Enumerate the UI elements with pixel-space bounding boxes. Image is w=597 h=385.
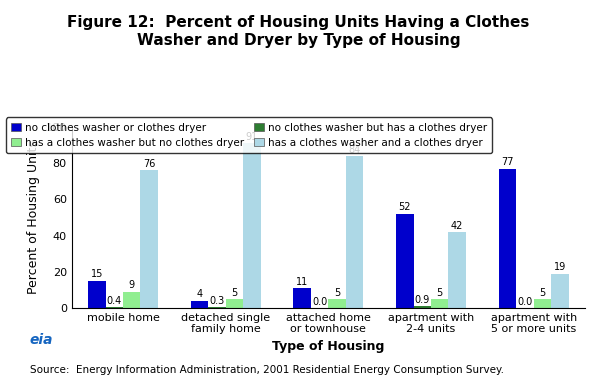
Text: 52: 52: [399, 203, 411, 213]
Legend: no clothes washer or clothes dryer, has a clothes washer but no clothes dryer, n: no clothes washer or clothes dryer, has …: [6, 117, 492, 153]
Bar: [191, 301, 208, 308]
Text: 15: 15: [91, 270, 103, 280]
Text: 77: 77: [501, 157, 514, 167]
Text: 11: 11: [296, 277, 308, 287]
Text: 42: 42: [451, 221, 463, 231]
Text: 0.9: 0.9: [415, 295, 430, 305]
Text: Figure 12:  Percent of Housing Units Having a Clothes
Washer and Dryer by Type o: Figure 12: Percent of Housing Units Havi…: [67, 15, 530, 48]
Text: 0.0: 0.0: [518, 296, 533, 306]
Bar: [414, 306, 431, 308]
Text: 76: 76: [143, 159, 155, 169]
Bar: [140, 171, 158, 308]
Bar: [328, 299, 346, 308]
Bar: [551, 274, 568, 308]
Text: 9: 9: [128, 280, 135, 290]
Text: Source:  Energy Information Administration, 2001 Residential Energy Consumption : Source: Energy Information Administratio…: [30, 365, 504, 375]
Y-axis label: Percent of Housing Units: Percent of Housing Units: [27, 141, 40, 295]
Bar: [123, 292, 140, 308]
Text: 19: 19: [554, 262, 566, 272]
Bar: [396, 214, 414, 308]
Text: 0.0: 0.0: [312, 296, 327, 306]
Bar: [346, 156, 363, 308]
Bar: [499, 169, 516, 308]
X-axis label: Type of Housing: Type of Housing: [272, 340, 384, 353]
Text: 5: 5: [539, 288, 546, 298]
Text: 0.4: 0.4: [107, 296, 122, 306]
Bar: [431, 299, 448, 308]
Bar: [106, 307, 123, 308]
Text: 4: 4: [196, 289, 202, 299]
Bar: [294, 288, 311, 308]
Text: eia: eia: [30, 333, 53, 346]
Text: 84: 84: [349, 144, 361, 154]
Bar: [534, 299, 551, 308]
Text: 0.3: 0.3: [210, 296, 224, 306]
Text: 5: 5: [436, 288, 443, 298]
Bar: [88, 281, 106, 308]
Text: 91: 91: [246, 132, 258, 142]
Text: 5: 5: [334, 288, 340, 298]
Bar: [243, 143, 260, 308]
Text: 5: 5: [231, 288, 238, 298]
Bar: [226, 299, 243, 308]
Bar: [448, 232, 466, 308]
